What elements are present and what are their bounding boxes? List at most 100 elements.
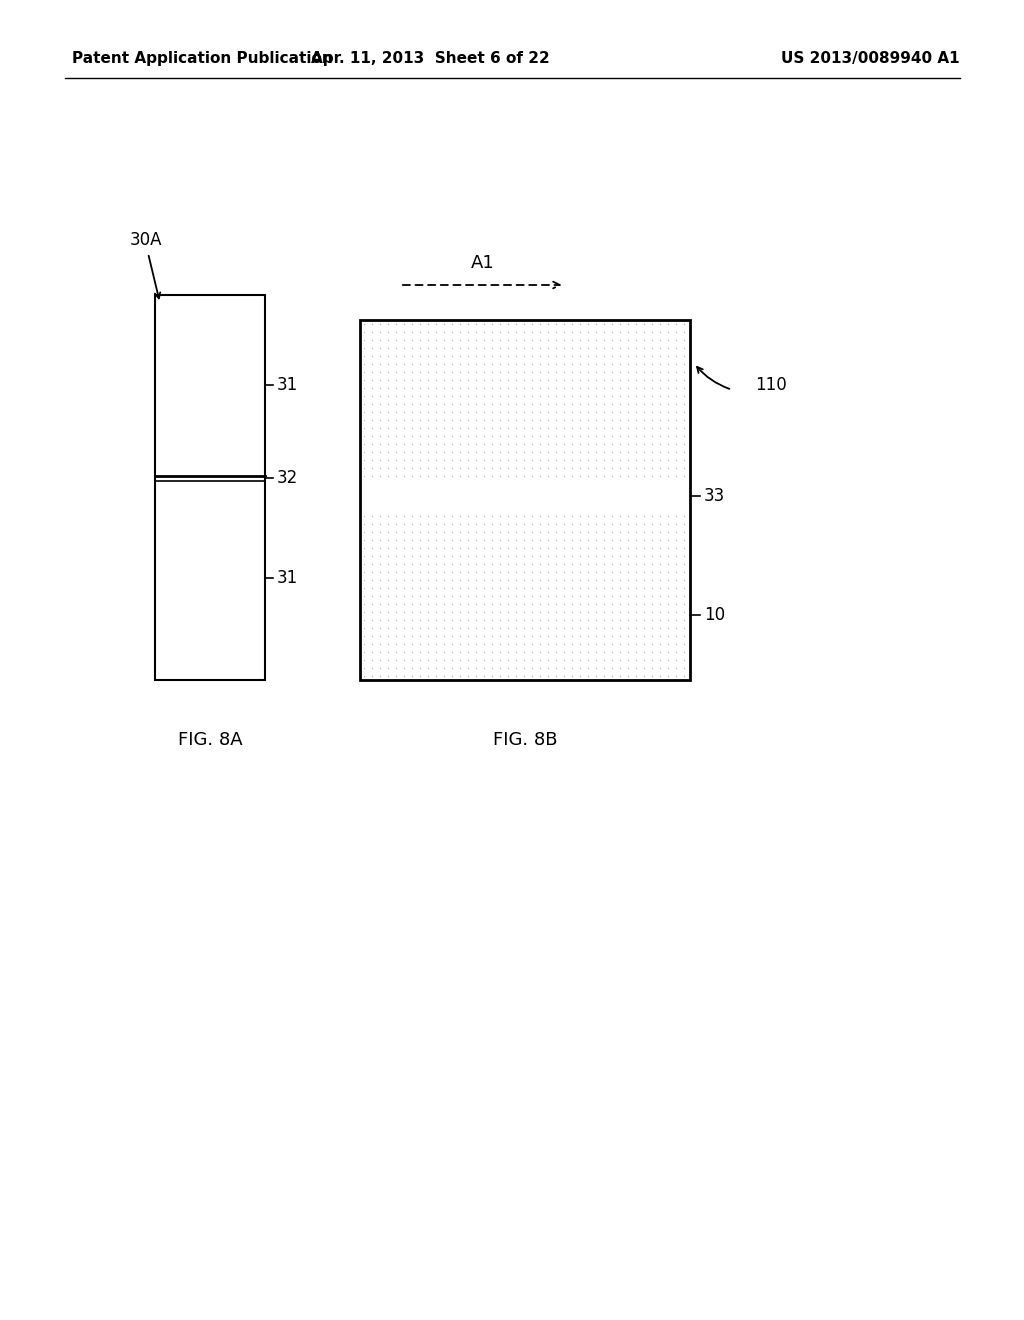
- Point: [580, 657, 596, 678]
- Point: [556, 370, 572, 391]
- Point: [644, 586, 660, 607]
- Point: [412, 594, 428, 615]
- Point: [468, 322, 484, 343]
- Point: [468, 529, 484, 550]
- Point: [564, 409, 581, 430]
- Point: [508, 425, 524, 446]
- Point: [659, 642, 676, 663]
- Point: [380, 417, 396, 438]
- Point: [388, 602, 404, 623]
- Point: [403, 417, 420, 438]
- Point: [668, 657, 684, 678]
- Point: [412, 665, 428, 686]
- Point: [388, 618, 404, 639]
- Point: [676, 425, 692, 446]
- Point: [443, 393, 460, 414]
- Point: [604, 618, 621, 639]
- Point: [564, 466, 581, 487]
- Point: [388, 354, 404, 375]
- Point: [604, 594, 621, 615]
- Point: [548, 602, 564, 623]
- Point: [588, 618, 604, 639]
- Point: [483, 346, 500, 367]
- Point: [571, 330, 588, 351]
- Point: [420, 537, 436, 558]
- Point: [412, 569, 428, 590]
- Point: [564, 626, 581, 647]
- Point: [588, 441, 604, 462]
- Point: [396, 610, 413, 631]
- Point: [403, 322, 420, 343]
- Point: [443, 561, 460, 582]
- Point: [659, 618, 676, 639]
- Point: [355, 370, 372, 391]
- Point: [443, 433, 460, 454]
- Point: [596, 458, 612, 479]
- Point: [380, 537, 396, 558]
- Point: [460, 401, 476, 422]
- Point: [668, 346, 684, 367]
- Point: [636, 602, 652, 623]
- Point: [659, 417, 676, 438]
- Point: [531, 362, 548, 383]
- Point: [588, 553, 604, 574]
- Point: [611, 657, 628, 678]
- Point: [604, 401, 621, 422]
- Point: [611, 330, 628, 351]
- Point: [548, 458, 564, 479]
- Point: [580, 401, 596, 422]
- Point: [531, 401, 548, 422]
- Point: [508, 602, 524, 623]
- Point: [412, 634, 428, 655]
- Point: [388, 425, 404, 446]
- Point: [628, 401, 644, 422]
- Point: [428, 322, 444, 343]
- Point: [676, 642, 692, 663]
- Point: [500, 506, 516, 527]
- Point: [460, 618, 476, 639]
- Point: [483, 330, 500, 351]
- Point: [460, 378, 476, 399]
- Point: [428, 466, 444, 487]
- Point: [556, 466, 572, 487]
- Point: [676, 610, 692, 631]
- Point: [524, 642, 541, 663]
- Point: [428, 537, 444, 558]
- Point: [483, 569, 500, 590]
- Point: [676, 569, 692, 590]
- Point: [492, 458, 508, 479]
- Point: [412, 393, 428, 414]
- Point: [492, 649, 508, 671]
- Point: [516, 521, 532, 543]
- Point: [540, 634, 556, 655]
- Point: [452, 425, 468, 446]
- Point: [540, 393, 556, 414]
- Point: [659, 449, 676, 470]
- Point: [396, 362, 413, 383]
- Point: [492, 561, 508, 582]
- Point: [588, 346, 604, 367]
- Point: [556, 626, 572, 647]
- Point: [436, 378, 453, 399]
- Point: [443, 458, 460, 479]
- Point: [452, 642, 468, 663]
- Point: [652, 634, 669, 655]
- Point: [588, 537, 604, 558]
- Point: [476, 545, 493, 566]
- Point: [571, 537, 588, 558]
- Point: [492, 602, 508, 623]
- Point: [636, 634, 652, 655]
- Point: [620, 433, 636, 454]
- Point: [668, 433, 684, 454]
- Point: [676, 618, 692, 639]
- Point: [396, 354, 413, 375]
- Point: [428, 594, 444, 615]
- Point: [644, 458, 660, 479]
- Point: [628, 393, 644, 414]
- Point: [420, 506, 436, 527]
- Point: [460, 561, 476, 582]
- Point: [524, 338, 541, 359]
- Point: [483, 618, 500, 639]
- Point: [659, 433, 676, 454]
- Point: [460, 338, 476, 359]
